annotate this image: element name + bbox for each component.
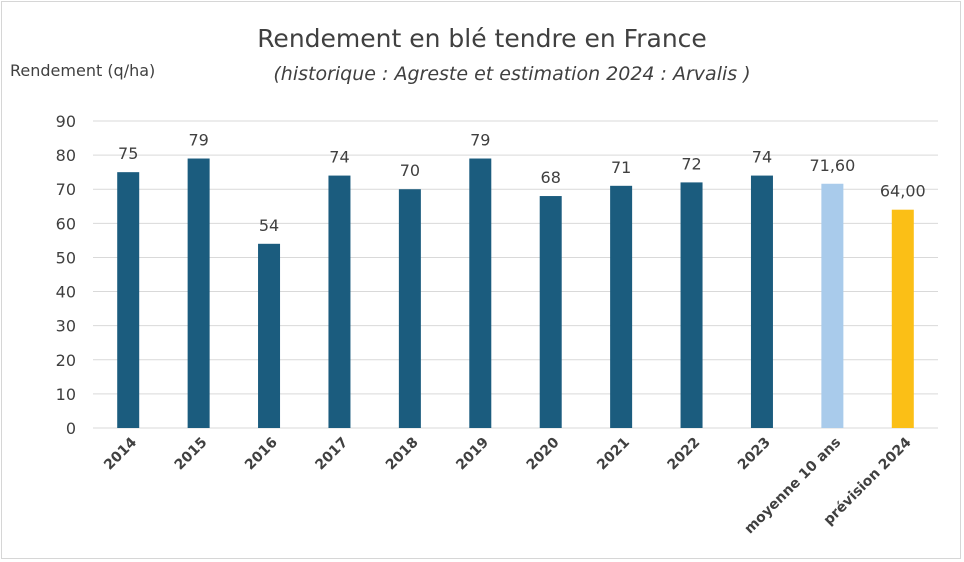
y-tick-label: 40 bbox=[56, 283, 76, 302]
bar bbox=[680, 182, 703, 428]
data-labels: 75 79 54 74 70 79 68 71 72 74 71,60 64,00 bbox=[118, 131, 926, 235]
y-tick-label: 10 bbox=[56, 385, 76, 404]
x-tick-label: 2021 bbox=[594, 435, 633, 474]
data-label: 64,00 bbox=[880, 182, 926, 201]
data-label: 79 bbox=[470, 131, 490, 150]
data-label: 72 bbox=[681, 154, 701, 173]
bar bbox=[821, 183, 844, 428]
x-tick-label: 2015 bbox=[172, 435, 211, 474]
data-label: 79 bbox=[188, 131, 208, 150]
bar bbox=[398, 189, 421, 428]
x-tick-label: 2019 bbox=[453, 435, 492, 474]
x-tick-label: 2016 bbox=[242, 435, 281, 474]
bar bbox=[539, 196, 562, 428]
y-axis-ticks: 0 10 20 30 40 50 60 70 80 90 bbox=[56, 112, 76, 438]
bar bbox=[258, 243, 281, 428]
data-label: 71,60 bbox=[809, 156, 855, 175]
x-axis-ticks: 2014 2015 2016 2017 2018 2019 2020 2021 2022 2023… bbox=[101, 434, 915, 537]
y-tick-label: 80 bbox=[56, 146, 76, 165]
y-tick-label: 0 bbox=[66, 419, 76, 438]
y-tick-label: 20 bbox=[56, 351, 76, 370]
y-tick-label: 60 bbox=[56, 214, 76, 233]
data-label: 68 bbox=[541, 168, 561, 187]
bar bbox=[469, 158, 492, 428]
chart-title: Rendement en blé tendre en France bbox=[257, 24, 707, 53]
y-tick-label: 50 bbox=[56, 248, 76, 267]
y-tick-label: 90 bbox=[56, 112, 76, 131]
y-tick-label: 30 bbox=[56, 317, 76, 336]
x-tick-label: 2023 bbox=[735, 435, 774, 474]
data-label: 74 bbox=[329, 148, 349, 167]
bar bbox=[117, 172, 140, 428]
y-axis-label: Rendement (q/ha) bbox=[10, 61, 156, 80]
bar bbox=[610, 185, 633, 428]
x-tick-label: 2022 bbox=[665, 435, 704, 474]
data-label: 71 bbox=[611, 158, 631, 177]
bar bbox=[750, 175, 773, 428]
x-tick-label: 2020 bbox=[524, 434, 563, 473]
y-tick-label: 70 bbox=[56, 180, 76, 199]
chart-subtitle: (historique : Agreste et estimation 2024… bbox=[273, 63, 751, 85]
gridlines bbox=[93, 120, 938, 429]
x-tick-label: 2014 bbox=[101, 434, 140, 473]
bar bbox=[328, 175, 351, 428]
data-label: 75 bbox=[118, 144, 138, 163]
x-tick-label: 2017 bbox=[312, 435, 351, 474]
bar bbox=[891, 209, 914, 428]
bars bbox=[117, 158, 914, 428]
data-label: 74 bbox=[752, 148, 772, 167]
x-tick-label: 2018 bbox=[383, 435, 422, 474]
data-label: 70 bbox=[400, 161, 420, 180]
data-label: 54 bbox=[259, 216, 279, 235]
bar bbox=[187, 158, 210, 428]
